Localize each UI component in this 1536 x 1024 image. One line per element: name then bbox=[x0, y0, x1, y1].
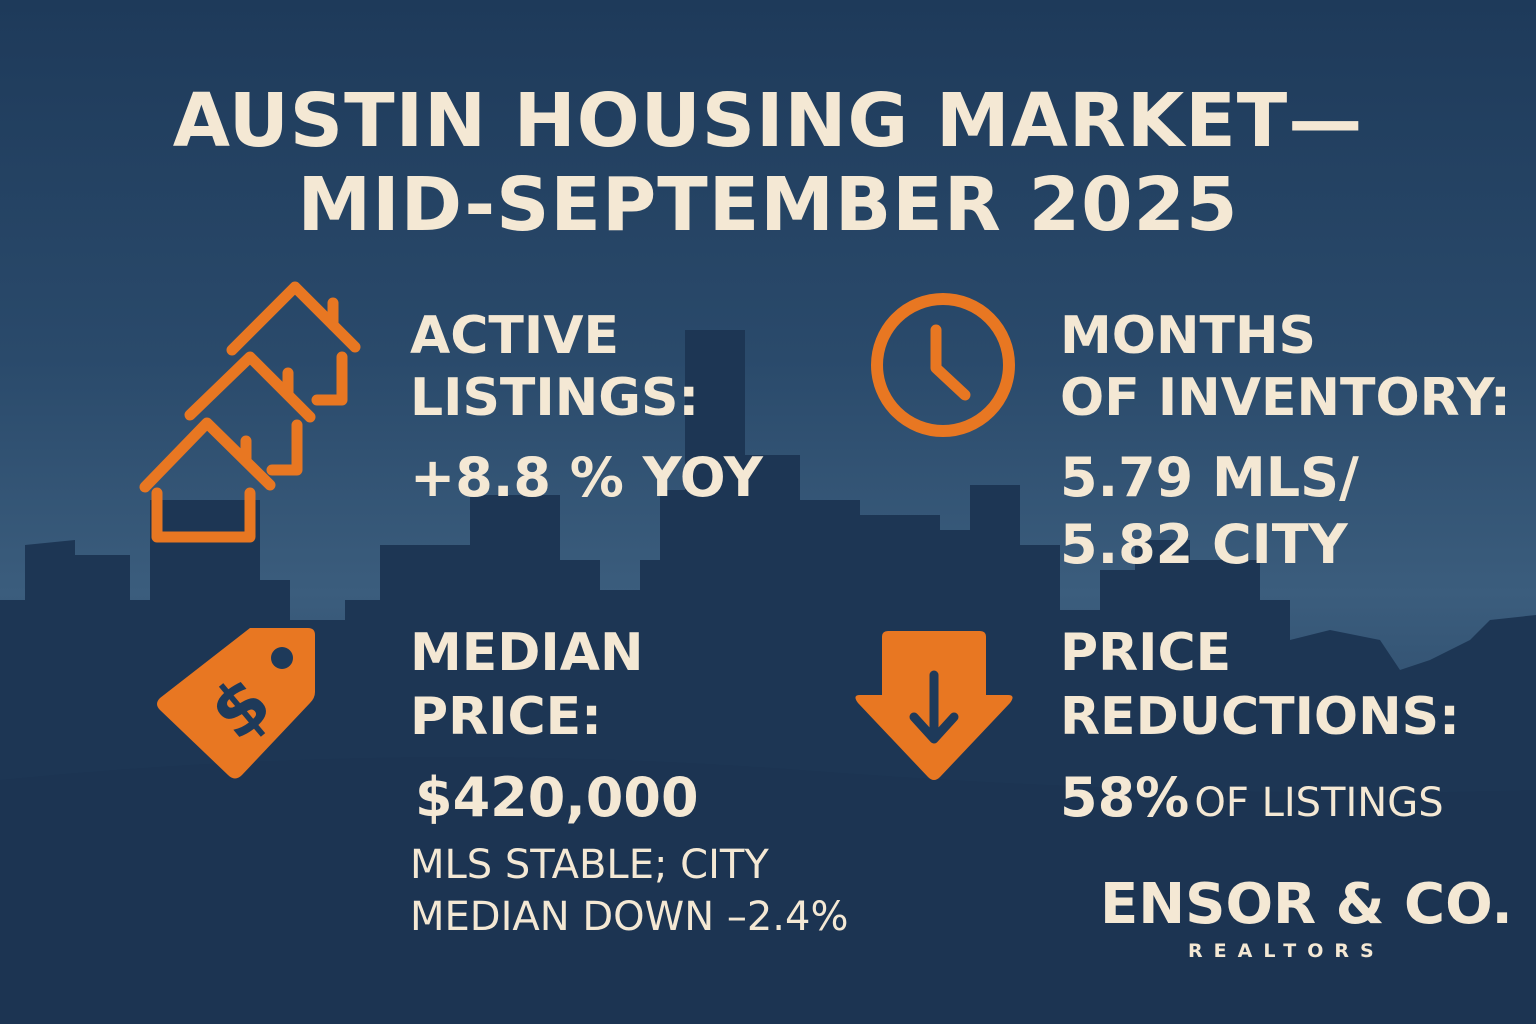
price-tag-icon: $ bbox=[157, 628, 315, 779]
price-reductions-label-2: REDUCTIONS: bbox=[1060, 687, 1460, 747]
median-price-note-1: MLS STABLE; CITY bbox=[410, 842, 769, 888]
median-price-value: $420,000 bbox=[415, 766, 699, 829]
active-listings-label-2: LISTINGS: bbox=[410, 368, 700, 428]
clock-icon bbox=[871, 293, 1015, 437]
houses-icon bbox=[139, 281, 361, 543]
median-price-note-2: MEDIAN DOWN –2.4% bbox=[410, 894, 849, 940]
active-listings-value: +8.8 % YOY bbox=[410, 446, 763, 509]
months-inventory-value-2: 5.82 CITY bbox=[1060, 513, 1348, 576]
median-price-label-1: MEDIAN bbox=[410, 623, 644, 683]
down-arrow-icon bbox=[855, 631, 1013, 780]
months-inventory-value-1: 5.79 MLS/ bbox=[1060, 446, 1359, 509]
title-line-2: MID-SEPTEMBER 2025 bbox=[297, 162, 1239, 248]
median-price-label-2: PRICE: bbox=[410, 687, 602, 747]
brand-tagline: REALTORS bbox=[1188, 940, 1385, 962]
months-inventory-label-1: MONTHS bbox=[1060, 306, 1316, 366]
price-reductions-value-row: 58% OF LISTINGS bbox=[1060, 765, 1444, 831]
price-reductions-value: 58% bbox=[1060, 766, 1190, 829]
price-reductions-suffix: OF LISTINGS bbox=[1194, 780, 1444, 826]
active-listings-label-1: ACTIVE bbox=[410, 306, 619, 366]
price-reductions-label-1: PRICE bbox=[1060, 623, 1232, 683]
title-line-1: AUSTIN HOUSING MARKET— bbox=[172, 78, 1364, 164]
months-inventory-label-2: OF INVENTORY: bbox=[1060, 368, 1511, 428]
brand-logo: ENSOR & CO. bbox=[1100, 872, 1513, 937]
